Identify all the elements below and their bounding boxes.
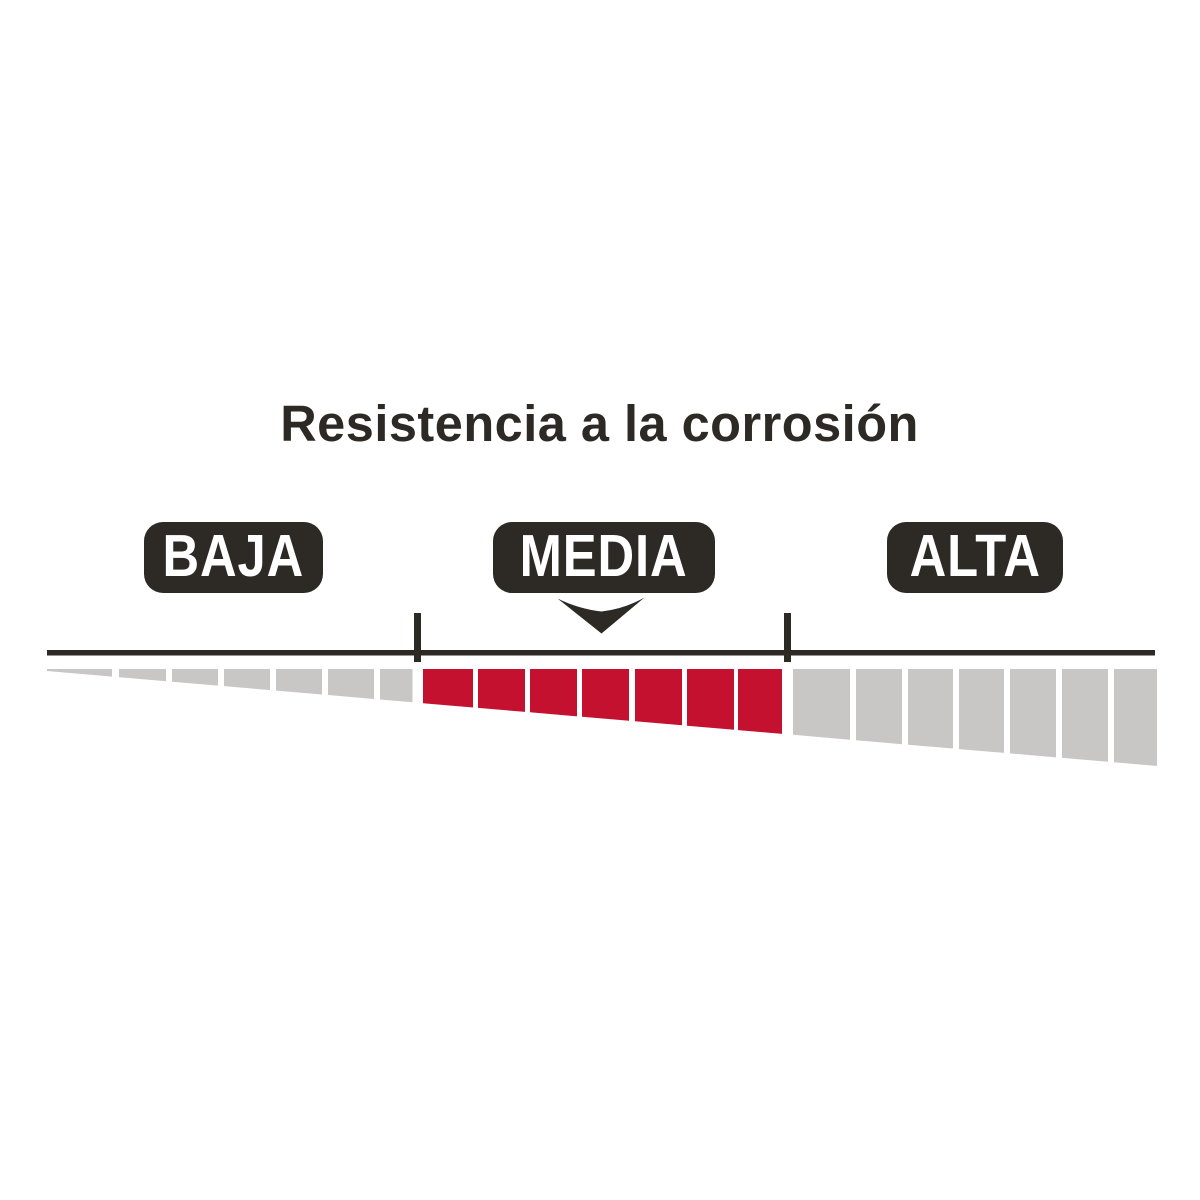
gauge-segment <box>224 669 270 691</box>
gauge-tick-2 <box>784 613 791 662</box>
scale-label-media-text: MEDIA <box>520 522 688 589</box>
gauge-segment <box>47 669 112 677</box>
scale-label-alta: ALTA <box>887 522 1063 593</box>
gauge-segment <box>478 669 525 712</box>
gauge-segment <box>1062 669 1108 762</box>
gauge-segment <box>635 669 682 726</box>
gauge-segment <box>380 669 413 703</box>
gauge-segment <box>119 669 166 682</box>
gauge-segment <box>328 669 374 699</box>
gauge-segment <box>582 669 629 721</box>
gauge-segment <box>908 669 953 749</box>
scale-label-baja-text: BAJA <box>162 522 305 589</box>
gauge-segment <box>687 669 734 730</box>
gauge-segment <box>738 669 782 734</box>
gauge-segment <box>793 669 850 740</box>
gauge-segment <box>1010 669 1056 758</box>
gauge-section-alta <box>793 669 1157 766</box>
gauge-segment <box>530 669 577 717</box>
arrow-down-icon <box>557 597 645 634</box>
gauge-axis-line <box>47 650 1155 656</box>
page-title-text: Resistencia a la corrosión <box>280 395 920 452</box>
gauge-segment <box>1114 669 1157 766</box>
gauge-segment <box>172 669 218 686</box>
page-title: Resistencia a la corrosión <box>0 394 1200 454</box>
gauge-segment <box>959 669 1004 753</box>
scale-label-baja: BAJA <box>144 522 323 593</box>
scale-label-media: MEDIA <box>493 522 715 593</box>
gauge-segment <box>276 669 322 695</box>
gauge-section-media <box>423 669 782 734</box>
gauge-section-baja <box>47 669 413 703</box>
gauge-segment <box>423 669 473 708</box>
scale-label-alta-text: ALTA <box>909 522 1041 589</box>
gauge-tick-1 <box>414 613 421 662</box>
gauge-segment <box>856 669 902 745</box>
